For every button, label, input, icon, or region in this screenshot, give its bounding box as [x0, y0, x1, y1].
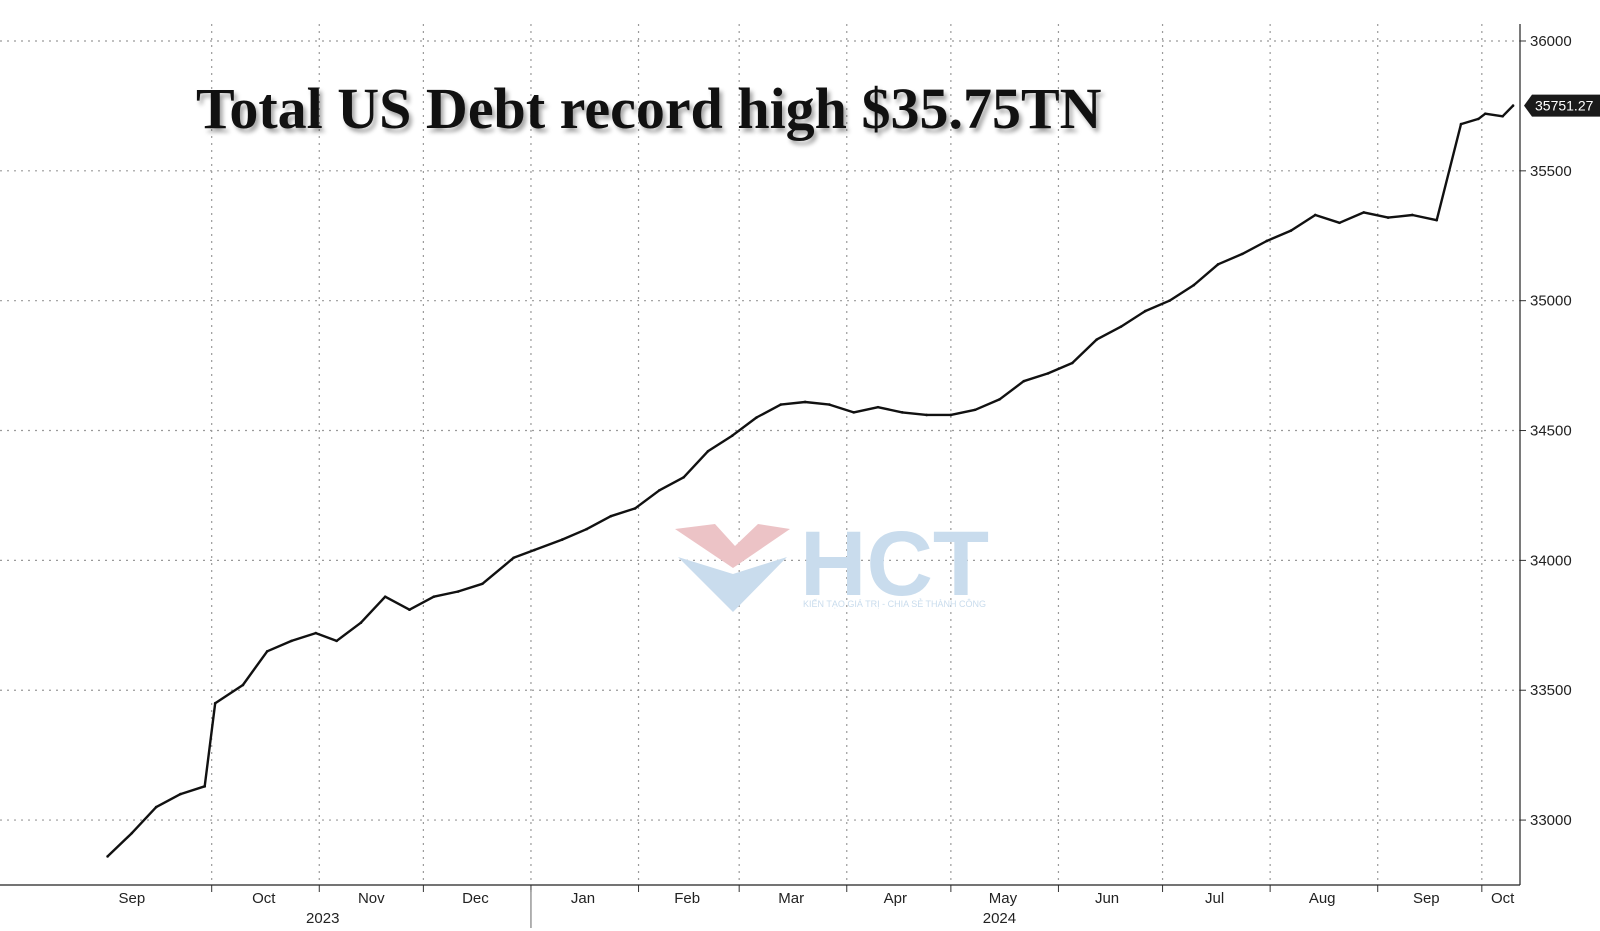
watermark: HCT KIẾN TẠO GIÁ TRỊ - CHIA SẺ THÀNH CÔN… — [675, 513, 989, 615]
x-tick-label: Jun — [1095, 890, 1119, 907]
data-point — [154, 805, 158, 809]
watermark-brand: HCT — [800, 513, 989, 615]
data-point — [633, 507, 637, 510]
watermark-logo-blue — [678, 557, 787, 612]
debt-series-line — [106, 104, 1514, 858]
x-tick-label: Dec — [462, 890, 489, 907]
data-point — [925, 413, 928, 417]
data-point — [314, 631, 318, 635]
data-point — [585, 527, 588, 531]
data-point — [265, 649, 269, 653]
x-tick-label: Jan — [571, 890, 595, 907]
y-tick-label: 34000 — [1530, 552, 1572, 569]
data-point — [241, 683, 245, 687]
data-point — [1459, 122, 1463, 126]
x-year-label: 2023 — [306, 910, 339, 927]
x-tick-label: Nov — [358, 890, 385, 907]
data-point — [1095, 338, 1098, 341]
data-point — [1241, 252, 1244, 256]
data-point — [481, 582, 484, 586]
last-value-badge: 35751.27 — [1524, 94, 1600, 117]
data-point — [658, 488, 661, 492]
data-point — [1338, 221, 1341, 225]
x-tick-label: Feb — [674, 890, 700, 907]
data-point — [1022, 379, 1026, 383]
y-tick-label: 35500 — [1530, 163, 1572, 180]
data-point — [1362, 211, 1366, 214]
x-tick-label: Mar — [778, 890, 804, 907]
x-tick-label: Oct — [1491, 890, 1515, 907]
data-point — [755, 416, 758, 419]
y-tick-label: 33000 — [1530, 812, 1572, 829]
y-tick-label: 34500 — [1530, 423, 1572, 440]
data-point — [609, 514, 613, 518]
data-point — [876, 405, 880, 409]
data-point — [560, 538, 564, 541]
watermark-logo-red — [675, 524, 790, 568]
data-point — [1435, 218, 1439, 222]
data-point — [1265, 239, 1268, 243]
watermark-tagline: KIẾN TẠO GIÁ TRỊ - CHIA SẺ THÀNH CÔNG — [803, 598, 986, 609]
data-point — [1289, 229, 1293, 232]
data-point — [203, 785, 207, 788]
x-tick-label: Apr — [884, 890, 907, 907]
data-point — [706, 450, 710, 453]
x-tick-label: Oct — [252, 890, 276, 907]
data-point — [1192, 283, 1196, 287]
data-point — [998, 398, 1001, 401]
x-tick-label: May — [989, 890, 1018, 907]
data-point — [973, 408, 977, 412]
data-point — [900, 411, 904, 414]
data-point — [130, 831, 134, 835]
data-point — [359, 621, 363, 625]
x-tick-label: Jul — [1205, 890, 1224, 907]
data-point — [1411, 213, 1414, 217]
data-point — [828, 403, 831, 406]
x-tick-label: Sep — [1413, 890, 1440, 907]
data-point — [1046, 372, 1050, 375]
data-point — [106, 855, 109, 858]
data-point — [179, 792, 182, 796]
data-point — [1119, 325, 1123, 328]
data-point — [335, 639, 338, 643]
series-layer — [106, 104, 1515, 858]
data-point — [383, 595, 387, 599]
data-point — [533, 548, 536, 552]
data-point — [1313, 213, 1317, 217]
data-point — [290, 639, 293, 643]
y-tick-label: 33500 — [1530, 682, 1572, 699]
data-point — [1386, 216, 1390, 219]
data-point — [1501, 114, 1504, 118]
data-point — [456, 590, 460, 593]
data-point — [1511, 104, 1515, 107]
data-point — [512, 556, 515, 560]
y-tick-label: 35000 — [1530, 293, 1572, 310]
data-point — [803, 400, 807, 404]
data-point — [730, 434, 734, 438]
data-point — [408, 608, 411, 612]
x-tick-label: Sep — [119, 890, 146, 907]
data-point — [213, 701, 217, 705]
data-point — [1483, 112, 1487, 115]
axis-layer: 33000 33500 34000 34500 35000 35500 36000 Sep Oc… — [0, 24, 1572, 928]
last-value-label: 35751.27 — [1535, 98, 1594, 114]
data-point — [852, 411, 855, 414]
chart-title: Total US Debt record high $35.75TN — [196, 76, 1102, 141]
data-point — [432, 595, 436, 599]
data-point — [1477, 117, 1480, 121]
data-point — [949, 413, 953, 417]
last-value-badge-bg — [1524, 94, 1600, 117]
x-tick-label: Aug — [1309, 890, 1336, 907]
data-point — [1168, 299, 1171, 302]
grid-layer — [0, 24, 1520, 885]
data-point — [682, 475, 685, 479]
data-point — [779, 403, 783, 406]
x-year-label: 2024 — [983, 910, 1016, 927]
data-point — [1143, 309, 1147, 313]
y-tick-label: 36000 — [1530, 33, 1572, 50]
data-point — [1216, 263, 1220, 266]
data-point — [1071, 361, 1074, 365]
